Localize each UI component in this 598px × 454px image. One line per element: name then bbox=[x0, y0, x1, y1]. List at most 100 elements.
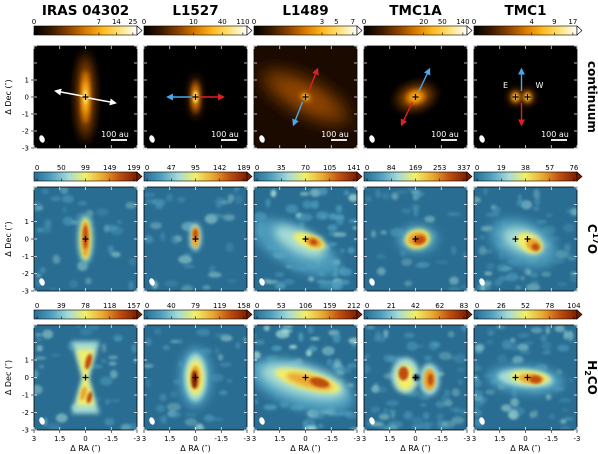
x-tick-label: -1.5 bbox=[214, 435, 228, 443]
emission-blob bbox=[531, 243, 540, 251]
noise-speckle bbox=[563, 330, 569, 340]
colorbar: 0 40 79 119 158 bbox=[143, 302, 253, 320]
source-position-marker bbox=[82, 94, 89, 100]
x-axis-label: Δ RA (″) bbox=[180, 444, 211, 453]
noise-speckle bbox=[370, 406, 381, 413]
colorbar-tick-label: 17 bbox=[568, 18, 577, 26]
noise-speckle bbox=[194, 424, 205, 430]
noise-speckle bbox=[311, 200, 319, 210]
outflow-arrow bbox=[307, 67, 319, 93]
noise-speckle bbox=[415, 344, 425, 348]
noise-speckle bbox=[62, 206, 67, 214]
colorbar: 0 47 95 142 189 bbox=[143, 164, 253, 182]
noise-speckle bbox=[375, 189, 381, 199]
colorbar-tick-label: 189 bbox=[237, 164, 250, 172]
noise-speckle bbox=[274, 282, 286, 290]
noise-speckle bbox=[104, 417, 115, 426]
source-position-marker bbox=[192, 374, 199, 381]
noise-speckle bbox=[532, 206, 540, 211]
colorbar-tick-label: 0 bbox=[365, 164, 369, 172]
outflow-arrow bbox=[54, 88, 83, 97]
emission-blob bbox=[309, 238, 318, 246]
colorbar-tick-label: 149 bbox=[103, 164, 116, 172]
noise-speckle bbox=[541, 351, 548, 355]
noise-speckle bbox=[407, 187, 418, 192]
noise-speckle bbox=[214, 333, 228, 338]
y-tick-label: 0 bbox=[25, 94, 29, 102]
colorbar: 0 21 42 62 83 bbox=[363, 302, 473, 320]
emission-blob bbox=[191, 370, 198, 389]
noise-speckle bbox=[337, 279, 350, 285]
x-tick-label: -1.5 bbox=[324, 435, 338, 443]
noise-speckle bbox=[548, 413, 556, 420]
colorbar-tick-label: 0 bbox=[252, 18, 256, 26]
noise-speckle bbox=[557, 282, 567, 286]
x-axis: 3 1.5 0 -1.5 -3 Δ RA (″) bbox=[252, 430, 360, 453]
noise-speckle bbox=[109, 369, 118, 379]
colorbar-tick-label: 38 bbox=[521, 164, 530, 172]
noise-speckle bbox=[566, 208, 576, 214]
colorbar-tick-label: 5 bbox=[334, 18, 338, 26]
colorbar-tick-label: 83 bbox=[459, 302, 468, 310]
x-axis-label: Δ RA (″) bbox=[400, 444, 431, 453]
noise-speckle bbox=[447, 331, 455, 338]
x-tick-label: 3 bbox=[252, 435, 256, 443]
emission-blob bbox=[413, 235, 426, 245]
x-axis-label: Δ RA (″) bbox=[510, 444, 541, 453]
x-tick-label: 0 bbox=[83, 435, 87, 443]
noise-speckle bbox=[564, 243, 571, 252]
x-axis: 3 1.5 0 -1.5 -3 Δ RA (″) bbox=[472, 430, 580, 453]
scale-bar-label: 100 au bbox=[101, 130, 129, 139]
noise-speckle bbox=[380, 230, 388, 235]
source-position-marker bbox=[82, 236, 89, 242]
noise-speckle bbox=[170, 234, 180, 245]
y-tick-label: 1 bbox=[25, 357, 29, 365]
noise-speckle bbox=[225, 242, 234, 253]
y-axis: 1 0 -1 -2 -3 Δ Dec (″) bbox=[4, 77, 34, 153]
noise-speckle bbox=[326, 358, 333, 367]
colorbar-tick-label: 95 bbox=[191, 164, 200, 172]
scale-bar-label: 100 au bbox=[321, 130, 349, 139]
noise-speckle bbox=[474, 365, 482, 372]
image-panel: 100 au bbox=[363, 45, 468, 149]
colorbar-tick-label: 39 bbox=[57, 302, 66, 310]
noise-speckle bbox=[218, 390, 228, 396]
y-tick-label: -2 bbox=[22, 409, 29, 417]
colorbar-tick-label: 53 bbox=[277, 302, 286, 310]
noise-speckle bbox=[211, 417, 224, 421]
noise-speckle bbox=[530, 327, 543, 334]
noise-speckle bbox=[404, 280, 413, 287]
noise-speckle bbox=[420, 403, 427, 407]
noise-speckle bbox=[104, 398, 111, 405]
noise-speckle bbox=[145, 379, 151, 388]
colorbar-tick-label: 50 bbox=[57, 164, 66, 172]
noise-speckle bbox=[114, 337, 122, 342]
scale-bar-label: 100 au bbox=[431, 130, 459, 139]
noise-speckle bbox=[569, 275, 577, 283]
noise-speckle bbox=[441, 420, 456, 428]
x-tick-label: 3 bbox=[362, 435, 366, 443]
image-panel bbox=[33, 324, 138, 431]
colorbar-tick-label: 0 bbox=[35, 302, 39, 310]
noise-speckle bbox=[347, 383, 354, 388]
noise-speckle bbox=[107, 245, 114, 255]
noise-speckle bbox=[265, 355, 278, 360]
colorbar-tick-label: 253 bbox=[433, 164, 446, 172]
colorbar: 0 50 99 149 199 bbox=[33, 164, 143, 182]
noise-speckle bbox=[403, 410, 413, 420]
outflow-arrow bbox=[417, 67, 431, 93]
noise-speckle bbox=[101, 359, 107, 363]
noise-speckle bbox=[546, 213, 553, 217]
noise-speckle bbox=[509, 337, 516, 344]
noise-speckle bbox=[208, 265, 216, 274]
noise-speckle bbox=[51, 353, 61, 357]
noise-speckle bbox=[128, 280, 134, 291]
noise-speckle bbox=[217, 354, 224, 361]
noise-speckle bbox=[298, 332, 304, 342]
beam-ellipse bbox=[259, 417, 265, 425]
colorbar-tick-label: 9 bbox=[552, 18, 556, 26]
noise-speckle bbox=[321, 280, 335, 284]
noise-speckle bbox=[302, 421, 308, 426]
colorbar-tick-label: 3 bbox=[320, 18, 324, 26]
noise-speckle bbox=[178, 255, 193, 264]
